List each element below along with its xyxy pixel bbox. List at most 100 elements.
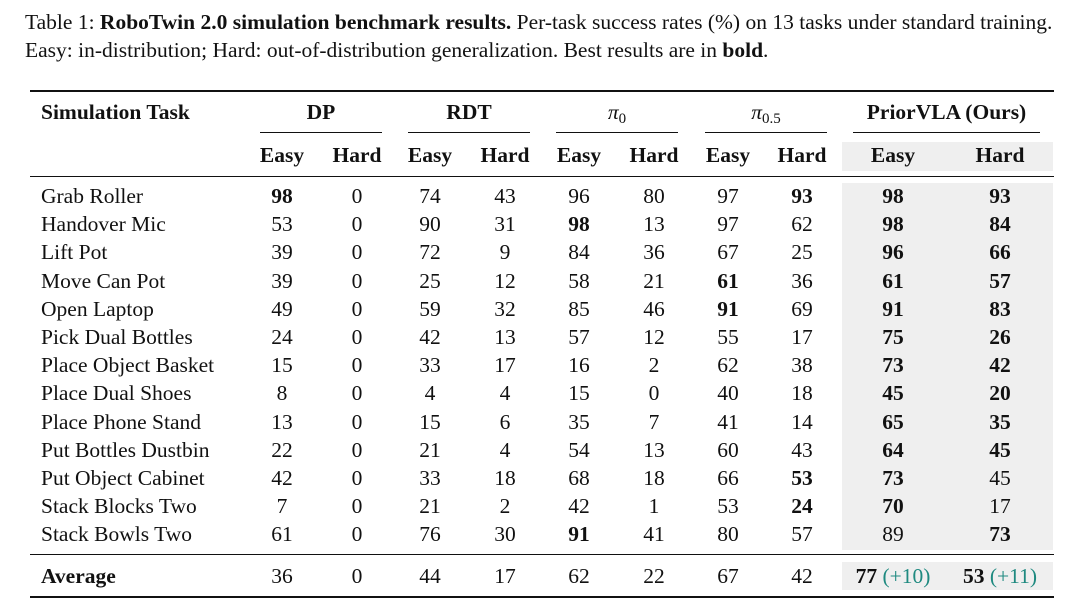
average-gain: (+10) bbox=[882, 564, 931, 588]
value-cell: 18 bbox=[643, 466, 665, 490]
value-cell: 96 bbox=[568, 184, 590, 208]
caption-label: Table 1: bbox=[25, 10, 95, 34]
top-rule bbox=[30, 90, 1054, 92]
value-cell: 57 bbox=[989, 268, 1011, 293]
value-cell: 85 bbox=[568, 296, 590, 321]
value-cell: 2 bbox=[499, 494, 511, 519]
value-cell: 89 bbox=[882, 522, 904, 547]
value-cell: 76 bbox=[419, 522, 441, 547]
value-cell: 25 bbox=[791, 240, 813, 265]
value-cell: 68 bbox=[568, 466, 590, 490]
average-value: 42 bbox=[791, 564, 813, 588]
method-header: DP bbox=[306, 100, 336, 124]
value-cell: 21 bbox=[419, 437, 441, 462]
value-cell: 83 bbox=[989, 296, 1011, 321]
value-cell: 64 bbox=[882, 437, 904, 462]
value-cell: 45 bbox=[989, 466, 1011, 490]
method-header: π0 bbox=[517, 99, 717, 132]
value-cell: 15 bbox=[271, 353, 293, 378]
value-cell: 97 bbox=[717, 184, 739, 208]
average-value: 53 (+11) bbox=[930, 563, 1070, 589]
split-header: Easy bbox=[705, 143, 751, 167]
average-label: Average bbox=[41, 564, 116, 588]
value-cell: 26 bbox=[989, 325, 1011, 349]
value-cell: 58 bbox=[568, 268, 590, 293]
group-underline bbox=[408, 132, 530, 133]
value-cell: 22 bbox=[271, 437, 293, 462]
value-cell: 66 bbox=[717, 466, 739, 490]
task-name: Stack Bowls Two bbox=[41, 522, 192, 547]
value-cell: 35 bbox=[989, 409, 1011, 434]
value-cell: 0 bbox=[351, 437, 363, 462]
task-name: Place Phone Stand bbox=[41, 409, 202, 434]
value-cell: 62 bbox=[791, 212, 813, 237]
value-cell: 61 bbox=[271, 522, 293, 547]
average-value: 22 bbox=[643, 564, 665, 588]
value-cell: 53 bbox=[271, 212, 293, 237]
value-cell: 70 bbox=[882, 494, 904, 519]
value-cell: 60 bbox=[717, 437, 739, 462]
value-cell: 14 bbox=[791, 409, 813, 434]
value-cell: 2 bbox=[648, 353, 660, 378]
caption-end: . bbox=[763, 38, 769, 62]
caption-title: RoboTwin 2.0 simulation benchmark result… bbox=[99, 10, 512, 34]
value-cell: 0 bbox=[351, 184, 363, 208]
task-name: Put Bottles Dustbin bbox=[41, 437, 210, 462]
value-cell: 91 bbox=[882, 296, 904, 321]
value-cell: 96 bbox=[882, 240, 904, 265]
value-cell: 72 bbox=[419, 240, 441, 265]
value-cell: 30 bbox=[494, 522, 516, 547]
value-cell: 45 bbox=[882, 381, 904, 406]
caption-text: Per-task success rates (%) on 13 tasks u… bbox=[25, 10, 1053, 62]
value-cell: 41 bbox=[717, 409, 739, 434]
task-name: Lift Pot bbox=[41, 240, 108, 265]
value-cell: 61 bbox=[717, 268, 739, 293]
value-cell: 13 bbox=[494, 325, 516, 349]
task-name: Place Dual Shoes bbox=[41, 381, 192, 406]
value-cell: 40 bbox=[717, 381, 739, 406]
value-cell: 0 bbox=[351, 353, 363, 378]
value-cell: 9 bbox=[499, 240, 511, 265]
bottom-rule bbox=[30, 596, 1054, 598]
value-cell: 16 bbox=[568, 353, 590, 378]
value-cell: 15 bbox=[419, 409, 441, 434]
value-cell: 12 bbox=[494, 268, 516, 293]
value-cell: 0 bbox=[351, 325, 363, 349]
value-cell: 49 bbox=[271, 296, 293, 321]
value-cell: 0 bbox=[351, 466, 363, 490]
value-cell: 84 bbox=[568, 240, 590, 265]
value-cell: 62 bbox=[717, 353, 739, 378]
task-name: Pick Dual Bottles bbox=[41, 325, 193, 349]
pi-subscript: 0 bbox=[618, 111, 627, 127]
priorvla-shade-average bbox=[842, 562, 1053, 590]
average-number: 53 bbox=[962, 564, 985, 588]
group-underline bbox=[705, 132, 827, 133]
value-cell: 98 bbox=[271, 184, 293, 208]
average-value: 67 bbox=[717, 564, 739, 588]
avg-rule bbox=[30, 554, 1054, 555]
caption-bold-word: bold bbox=[722, 38, 764, 62]
value-cell: 42 bbox=[271, 466, 293, 490]
method-header: RDT bbox=[446, 100, 492, 124]
group-underline bbox=[853, 132, 1040, 133]
task-name: Stack Blocks Two bbox=[41, 494, 197, 519]
value-cell: 35 bbox=[568, 409, 590, 434]
value-cell: 0 bbox=[351, 240, 363, 265]
value-cell: 31 bbox=[494, 212, 516, 237]
value-cell: 80 bbox=[643, 184, 665, 208]
split-header: Hard bbox=[480, 143, 530, 167]
value-cell: 17 bbox=[494, 353, 516, 378]
group-underline bbox=[260, 132, 382, 133]
task-name: Grab Roller bbox=[41, 184, 144, 208]
split-header: Hard bbox=[332, 143, 382, 167]
value-cell: 33 bbox=[419, 466, 441, 490]
value-cell: 67 bbox=[717, 240, 739, 265]
value-cell: 73 bbox=[882, 353, 904, 378]
value-cell: 20 bbox=[989, 381, 1011, 406]
method-header: PriorVLA (Ours) bbox=[866, 100, 1027, 124]
value-cell: 1 bbox=[648, 494, 660, 519]
value-cell: 38 bbox=[791, 353, 813, 378]
average-number: 77 bbox=[855, 564, 878, 588]
value-cell: 42 bbox=[989, 353, 1011, 378]
value-cell: 24 bbox=[271, 325, 293, 349]
